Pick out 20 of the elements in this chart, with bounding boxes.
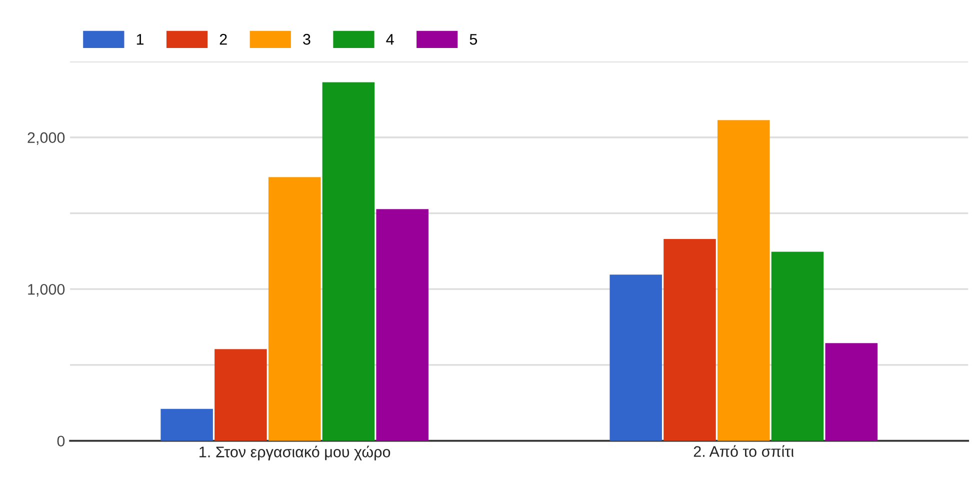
legend-label: 3	[303, 34, 310, 45]
y-tick-label: 1,000	[28, 284, 65, 297]
x-tick-label: 2. Από το σπίτι	[694, 445, 794, 457]
bar	[825, 343, 878, 441]
y-tick-label: 0	[57, 436, 65, 447]
bar	[610, 274, 662, 441]
bar	[268, 177, 321, 441]
bar	[160, 408, 213, 441]
bar	[771, 252, 824, 441]
legend-label: 5	[470, 34, 478, 45]
bar	[322, 82, 375, 441]
bar	[214, 349, 267, 441]
bar	[717, 120, 770, 441]
bar	[376, 209, 428, 441]
legend-label: 4	[386, 34, 394, 45]
x-tick-label: 1. Στον εργασιακό μου χώρο	[200, 446, 390, 460]
bar	[664, 239, 716, 441]
legend-label: 2	[220, 34, 227, 45]
y-tick-label: 2,000	[28, 132, 65, 145]
legend-label: 1	[136, 34, 144, 45]
